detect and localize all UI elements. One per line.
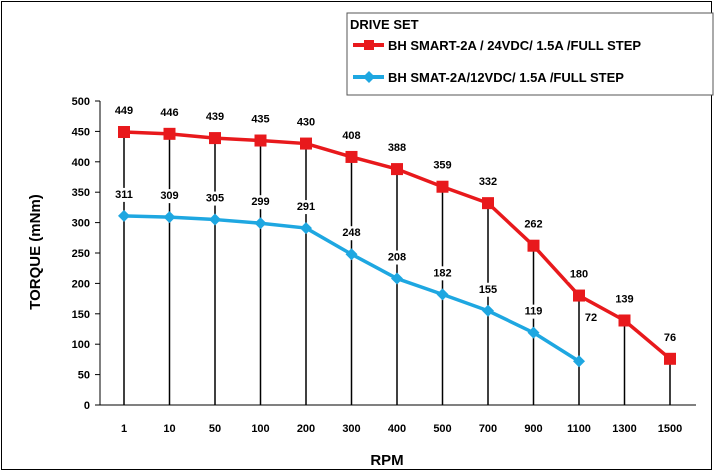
y-tick-label: 500 xyxy=(72,96,90,108)
data-point-marker xyxy=(664,353,676,365)
legend-title: DRIVE SET xyxy=(350,17,419,32)
legend-square-marker xyxy=(364,40,374,50)
y-tick-label: 450 xyxy=(72,126,90,138)
x-axis-title: RPM xyxy=(370,452,403,469)
data-point-marker xyxy=(209,214,221,226)
data-point-marker xyxy=(528,240,540,252)
y-axis-title: TORQUE (mNm) xyxy=(27,194,44,310)
data-point-marker xyxy=(164,128,176,140)
x-tick-label: 1 xyxy=(121,423,127,435)
y-tick-label: 400 xyxy=(72,157,90,169)
data-label: 299 xyxy=(251,196,269,208)
x-tick-label: 1500 xyxy=(658,423,682,435)
data-label: 309 xyxy=(160,190,178,202)
y-tick-label: 50 xyxy=(78,370,90,382)
y-tick-label: 150 xyxy=(72,309,90,321)
data-point-marker xyxy=(255,217,267,229)
legend-item-series-1: BH SMART-2A / 24VDC/ 1.5A /FULL STEP xyxy=(353,38,641,53)
y-tick-label: 350 xyxy=(72,187,90,199)
data-point-marker xyxy=(209,132,221,144)
data-label: 72 xyxy=(585,312,597,324)
x-tick-label: 1100 xyxy=(567,423,591,435)
data-point-marker xyxy=(118,210,130,222)
data-point-marker xyxy=(482,305,494,317)
y-tick-label: 250 xyxy=(72,248,90,260)
x-tick-label: 100 xyxy=(251,423,269,435)
data-label: 155 xyxy=(479,284,497,296)
data-label: 332 xyxy=(479,176,497,188)
x-tick-label: 400 xyxy=(388,423,406,435)
legend: DRIVE SET BH SMART-2A / 24VDC/ 1.5A /FUL… xyxy=(347,13,713,95)
data-point-marker xyxy=(346,151,358,163)
x-tick-label: 700 xyxy=(479,423,497,435)
data-label: 248 xyxy=(342,227,360,239)
data-label: 208 xyxy=(388,252,406,264)
data-label: 305 xyxy=(206,193,224,205)
data-label: 446 xyxy=(160,107,178,119)
data-label: 291 xyxy=(297,201,315,213)
legend-item-series-2: BH SMAT-2A/12VDC/ 1.5A /FULL STEP xyxy=(353,70,624,85)
data-point-marker xyxy=(437,288,449,300)
data-point-marker xyxy=(255,135,267,147)
y-tick-label: 200 xyxy=(72,278,90,290)
legend-label-series-1: BH SMART-2A / 24VDC/ 1.5A /FULL STEP xyxy=(388,38,641,53)
legend-label-series-2: BH SMAT-2A/12VDC/ 1.5A /FULL STEP xyxy=(388,70,624,85)
data-label: 449 xyxy=(115,105,133,117)
data-label: 139 xyxy=(615,293,633,305)
y-axis-ticks: 0 50 100 150 200 250 300 350 400 450 500 xyxy=(72,96,100,412)
data-point-marker xyxy=(118,126,130,138)
data-labels: 449 446 439 435 430 408 388 359 332 262 180 139 76 31… xyxy=(113,104,678,345)
data-label: 439 xyxy=(206,111,224,123)
data-label: 388 xyxy=(388,142,406,154)
x-tick-label: 50 xyxy=(209,423,221,435)
data-point-marker xyxy=(164,211,176,223)
data-label: 76 xyxy=(664,332,676,344)
data-point-marker xyxy=(482,197,494,209)
y-tick-label: 300 xyxy=(72,218,90,230)
data-label: 180 xyxy=(570,269,588,281)
data-label: 119 xyxy=(525,306,543,318)
data-point-marker xyxy=(573,290,585,302)
data-label: 359 xyxy=(433,160,451,172)
data-point-marker xyxy=(391,163,403,175)
data-label: 262 xyxy=(524,219,542,231)
y-tick-label: 100 xyxy=(72,339,90,351)
x-tick-label: 900 xyxy=(524,423,542,435)
x-tick-label: 500 xyxy=(433,423,451,435)
data-label: 430 xyxy=(297,117,315,129)
y-tick-label: 0 xyxy=(84,400,90,412)
data-point-marker xyxy=(300,138,312,150)
data-point-marker xyxy=(619,314,631,326)
data-label: 311 xyxy=(115,189,133,201)
x-tick-label: 10 xyxy=(163,423,175,435)
x-tick-label: 1300 xyxy=(612,423,636,435)
x-axis-ticks: 1 10 50 100 200 300 400 500 700 900 1100 1300 1500 xyxy=(121,423,682,435)
data-label: 435 xyxy=(251,114,269,126)
data-point-marker xyxy=(437,181,449,193)
x-tick-label: 300 xyxy=(342,423,360,435)
x-tick-label: 200 xyxy=(297,423,315,435)
data-label: 408 xyxy=(342,130,360,142)
data-label: 182 xyxy=(433,267,451,279)
